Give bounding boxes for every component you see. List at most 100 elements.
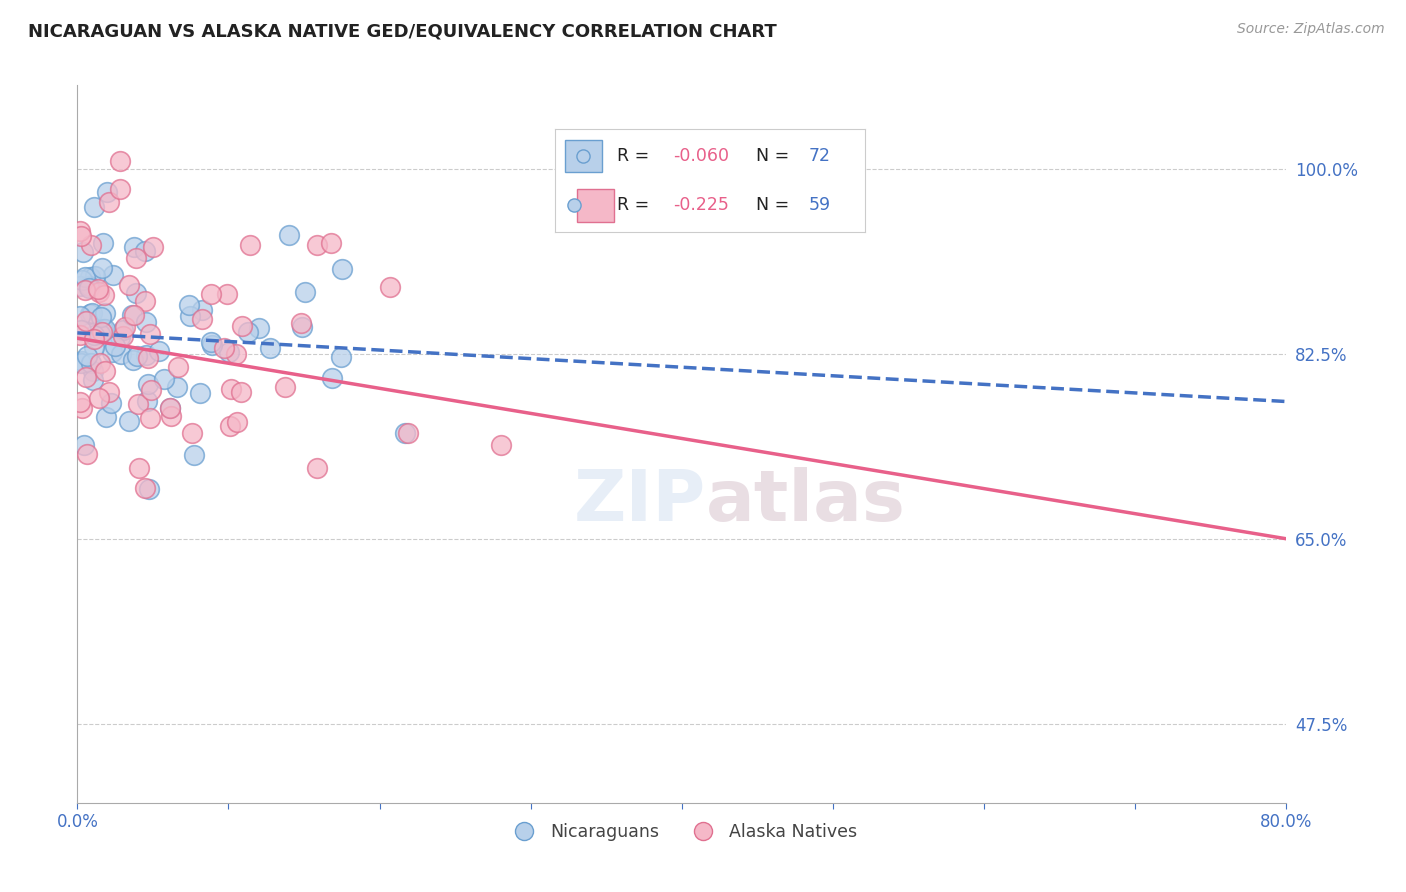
Point xyxy=(110,182,132,196)
Point xyxy=(110,154,132,169)
Point xyxy=(160,409,183,424)
Point xyxy=(93,288,115,302)
Point xyxy=(330,262,353,277)
Point xyxy=(212,341,235,355)
Point xyxy=(112,323,135,337)
Text: 72: 72 xyxy=(808,147,831,165)
Point xyxy=(191,303,214,318)
Point xyxy=(139,410,162,425)
Point xyxy=(236,326,259,340)
Point xyxy=(122,308,145,322)
Point xyxy=(93,306,115,320)
Point xyxy=(90,310,112,324)
Point xyxy=(138,327,160,342)
Point xyxy=(259,341,281,355)
Point xyxy=(200,335,222,350)
Point xyxy=(396,425,419,440)
Point xyxy=(290,316,312,330)
Point xyxy=(89,356,111,370)
Point xyxy=(80,356,103,370)
Text: R =: R = xyxy=(617,147,655,165)
Point xyxy=(75,270,97,285)
Point xyxy=(91,260,114,275)
Point xyxy=(121,353,143,368)
Point xyxy=(225,346,247,360)
Point xyxy=(83,332,105,346)
Point xyxy=(69,278,91,293)
Point xyxy=(87,285,110,299)
Point xyxy=(201,337,224,351)
Point xyxy=(69,394,91,409)
Point xyxy=(118,278,141,293)
Point xyxy=(122,240,145,254)
Point xyxy=(70,401,93,416)
Point xyxy=(128,460,150,475)
Text: ZIP: ZIP xyxy=(574,467,706,536)
Point xyxy=(80,238,103,252)
Point xyxy=(188,385,211,400)
Point xyxy=(121,308,143,322)
Text: atlas: atlas xyxy=(706,467,905,536)
Point xyxy=(153,371,176,385)
Point xyxy=(69,309,91,323)
Text: Source: ZipAtlas.com: Source: ZipAtlas.com xyxy=(1237,22,1385,37)
Point xyxy=(380,279,402,293)
Point xyxy=(134,293,156,308)
Point xyxy=(125,251,148,265)
Point xyxy=(110,347,132,361)
Point xyxy=(183,448,205,462)
Point xyxy=(219,382,242,396)
Point xyxy=(305,460,328,475)
Point xyxy=(148,344,170,359)
Point xyxy=(215,287,238,301)
Point xyxy=(87,392,110,406)
Point xyxy=(114,320,136,334)
Point xyxy=(159,401,181,415)
Point xyxy=(101,345,124,359)
Point xyxy=(87,282,110,296)
Point xyxy=(75,370,97,384)
Point xyxy=(229,385,252,400)
Legend: Nicaraguans, Alaska Natives: Nicaraguans, Alaska Natives xyxy=(501,816,863,848)
Point xyxy=(89,326,111,341)
Point xyxy=(69,223,91,237)
Point xyxy=(70,229,93,244)
Point xyxy=(247,321,270,335)
Point xyxy=(330,350,353,364)
Point xyxy=(108,330,131,344)
Point xyxy=(73,283,96,297)
Point xyxy=(90,326,112,340)
Point xyxy=(218,345,240,359)
Point xyxy=(73,438,96,452)
Point xyxy=(118,414,141,428)
Point xyxy=(226,415,249,429)
Point xyxy=(79,269,101,284)
Text: NICARAGUAN VS ALASKA NATIVE GED/EQUIVALENCY CORRELATION CHART: NICARAGUAN VS ALASKA NATIVE GED/EQUIVALE… xyxy=(28,22,778,40)
Text: N =: N = xyxy=(756,147,796,165)
Point xyxy=(83,328,105,343)
Point xyxy=(394,425,416,440)
Point xyxy=(489,438,512,452)
Point xyxy=(136,376,159,391)
Point xyxy=(159,401,181,415)
Point xyxy=(103,339,125,353)
Point xyxy=(72,273,94,287)
Point xyxy=(94,409,117,424)
Point xyxy=(82,306,104,320)
Point xyxy=(139,383,162,397)
Point xyxy=(98,385,121,400)
Point xyxy=(76,349,98,363)
Point xyxy=(70,354,93,368)
Point xyxy=(77,280,100,294)
Point xyxy=(135,315,157,329)
Point xyxy=(291,319,314,334)
Point xyxy=(69,322,91,336)
Point xyxy=(307,237,329,252)
Point xyxy=(111,329,134,343)
Point xyxy=(274,380,297,394)
Point xyxy=(76,447,98,461)
Text: R =: R = xyxy=(617,196,655,214)
Point xyxy=(278,228,301,243)
Point xyxy=(125,285,148,300)
Point xyxy=(96,185,118,199)
